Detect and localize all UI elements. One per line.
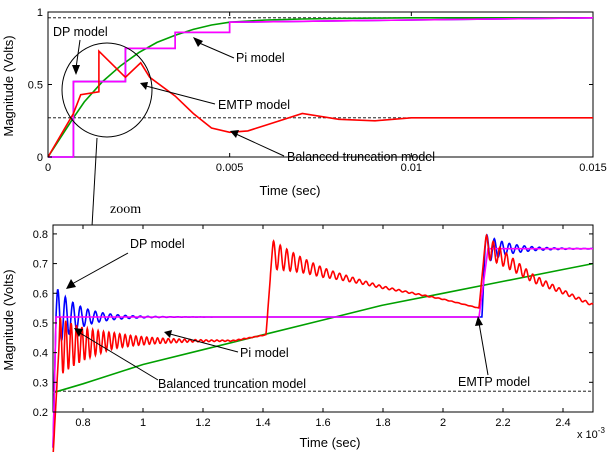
top-series-emtp-model xyxy=(48,17,594,158)
top-xtick-label-0: 0 xyxy=(45,162,51,174)
bottom-xlabel: Time (sec) xyxy=(300,435,361,450)
top-ylabel: Magnitude (Volts) xyxy=(1,35,16,136)
bottom-ytick-label-6: 0.8 xyxy=(33,229,48,241)
bottom-ann-dp: DP model xyxy=(130,237,185,251)
top-ann-bt-arrow xyxy=(235,133,285,157)
bottom-ann-emtp-arrow xyxy=(478,322,489,376)
top-ticks: 0 0.005 0.01 0.015 0 0.5 1 xyxy=(28,7,607,174)
top-ann-dp-arrow xyxy=(75,39,81,69)
bottom-chart: 0.8 1 1.2 1.4 1.6 1.8 2 2.2 2.4 0.2 0.3 0.4 0.5 0.6 0.… xyxy=(1,224,605,452)
top-ann-pi-arrow xyxy=(196,41,235,59)
bottom-ytick-label-1: 0.3 xyxy=(33,377,48,389)
bottom-series-balanced-truncation-model xyxy=(52,233,594,452)
zoom-circle xyxy=(61,42,153,138)
bottom-ytick-label-0: 0.2 xyxy=(33,407,48,419)
top-ann-dp-arrowhead xyxy=(72,65,80,75)
bottom-ann-bt: Balanced truncation model xyxy=(158,377,306,391)
top-plot-area xyxy=(47,11,594,158)
bottom-ann-pi: Pi model xyxy=(240,346,289,360)
top-xlabel: Time (sec) xyxy=(260,183,321,198)
top-ytick-label-1: 0.5 xyxy=(28,80,43,92)
bottom-xtick-label-5: 1.8 xyxy=(375,417,390,429)
zoom-label: zoom xyxy=(110,202,141,217)
top-chart: 0 0.005 0.01 0.015 0 0.5 1 Time (sec) Magnitud… xyxy=(1,7,607,270)
bottom-ticks: 0.8 1 1.2 1.4 1.6 1.8 2 2.2 2.4 0.2 0.3 0.4 0.5 0.6 0.… xyxy=(33,225,593,429)
top-ann-emtp-arrow xyxy=(145,85,216,105)
bottom-ann-pi-arrow xyxy=(169,333,239,353)
bottom-xtick-label-0: 0.8 xyxy=(75,417,90,429)
bottom-xtick-label-4: 1.6 xyxy=(315,417,330,429)
top-xtick-label-3: 0.015 xyxy=(579,162,607,174)
top-ytick-label-2: 1 xyxy=(37,7,43,19)
bottom-xtick-label-6: 2 xyxy=(440,417,446,429)
bottom-xtick-label-1: 1 xyxy=(140,417,146,429)
top-ann-pi: Pi model xyxy=(236,51,285,65)
top-ann-bt: Balanced truncation model xyxy=(287,150,435,164)
bottom-ytick-label-5: 0.7 xyxy=(33,259,48,271)
top-xtick-label-1: 0.005 xyxy=(216,162,244,174)
bottom-ytick-label-3: 0.5 xyxy=(33,318,48,330)
bottom-ann-emtp: EMTP model xyxy=(458,375,530,389)
top-ytick-label-0: 0 xyxy=(37,152,43,164)
bottom-xtick-label-2: 1.2 xyxy=(195,417,210,429)
bottom-x-multiplier: x 10-3 xyxy=(577,426,605,441)
bottom-xtick-label-7: 2.2 xyxy=(495,417,510,429)
bottom-ann-bt-arrow xyxy=(79,332,159,381)
bottom-ann-dp-arrow xyxy=(71,252,129,285)
bottom-ann-bt-arrowhead xyxy=(74,328,83,337)
bottom-ann-dp-arrowhead xyxy=(66,279,76,289)
bottom-ylabel: Magnitude (Volts) xyxy=(1,269,16,370)
top-ann-dp: DP model xyxy=(53,25,108,39)
bottom-series-emtp-model xyxy=(52,247,593,448)
top-reference-lines xyxy=(48,17,593,119)
top-series-balanced-truncation-model xyxy=(47,49,593,158)
top-series-group xyxy=(47,17,594,158)
bottom-ytick-label-4: 0.6 xyxy=(33,288,48,300)
top-ann-bt-arrowhead xyxy=(230,130,239,138)
top-ann-pi-arrowhead xyxy=(193,37,203,47)
top-ann-emtp-arrowhead xyxy=(140,82,148,90)
bottom-xtick-label-3: 1.4 xyxy=(255,417,270,429)
bottom-series-group xyxy=(52,233,594,452)
bottom-ytick-label-2: 0.4 xyxy=(33,348,48,360)
bottom-ann-emtp-arrowhead xyxy=(475,316,483,326)
bottom-plot-area xyxy=(52,224,594,413)
top-xtick-label-2: 0.01 xyxy=(401,162,422,174)
top-ann-emtp: EMTP model xyxy=(218,98,290,112)
bottom-ann-pi-arrowhead xyxy=(164,330,172,338)
bottom-xtick-label-8: 2.4 xyxy=(555,417,570,429)
